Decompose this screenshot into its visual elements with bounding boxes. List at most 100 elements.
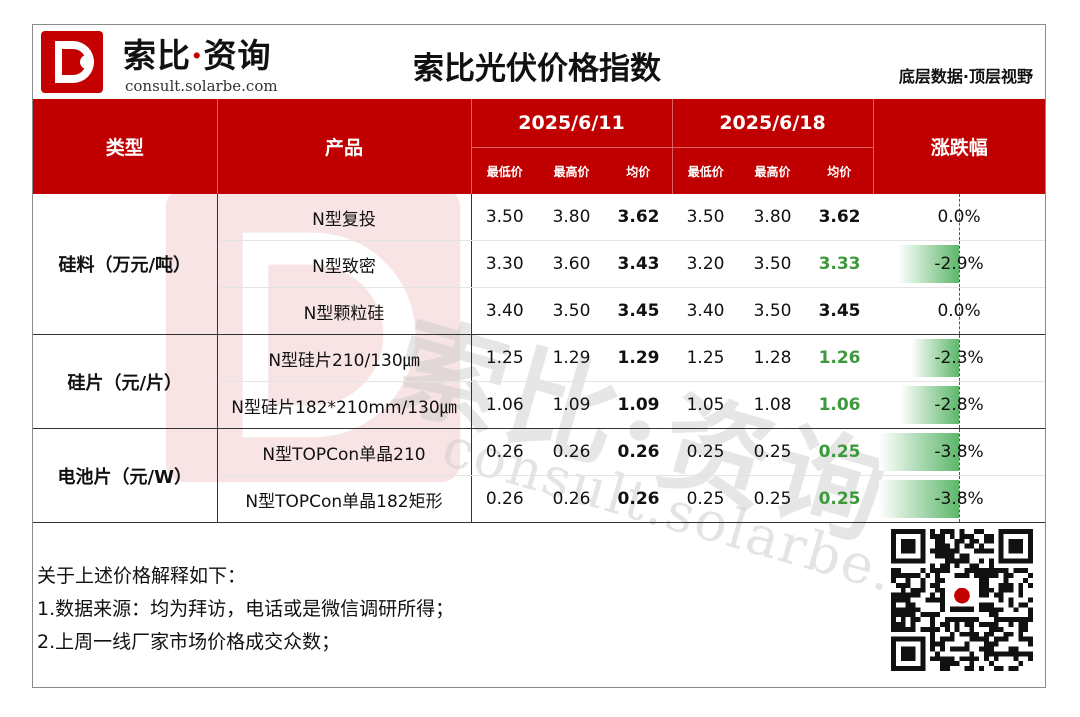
qr-module <box>998 651 1004 657</box>
qr-module <box>1023 636 1029 642</box>
qr-module <box>988 548 994 554</box>
price-avg-1: 1.29 <box>605 334 673 382</box>
qr-module <box>895 612 901 618</box>
qr-module <box>900 607 906 613</box>
price-max-1: 1.29 <box>538 334 605 382</box>
qr-module <box>935 577 940 583</box>
price-avg-1: 0.26 <box>605 475 673 523</box>
qr-module <box>925 597 931 603</box>
qr-module <box>915 587 921 593</box>
qr-module <box>954 543 960 549</box>
qr-module <box>993 656 999 662</box>
qr-module <box>954 558 960 564</box>
qr-module <box>1008 587 1014 593</box>
qr-module <box>1003 631 1009 637</box>
table-row: N型致密 3.30 3.60 3.43 3.20 3.50 3.33 -2.9% <box>33 240 1045 288</box>
qr-module <box>979 622 985 627</box>
qr-module <box>979 529 985 534</box>
qr-module <box>954 617 960 623</box>
qr-module <box>1028 607 1033 613</box>
qr-module <box>1003 587 1009 593</box>
qr-module <box>954 563 960 569</box>
qr-module <box>974 538 980 544</box>
qr-module <box>949 661 955 667</box>
qr-module <box>925 612 931 618</box>
qr-module <box>939 607 945 613</box>
qr-module <box>974 636 980 642</box>
qr-module <box>984 607 989 613</box>
qr-module <box>1008 631 1014 637</box>
qr-module <box>905 573 911 578</box>
qr-module <box>974 617 980 623</box>
table-row: N型TOPCon单晶182矩形 0.26 0.26 0.26 0.25 0.25… <box>33 475 1045 523</box>
qr-module <box>920 577 926 583</box>
subheader-avg-1: 均价 <box>605 147 673 194</box>
qr-module <box>993 568 999 574</box>
qr-module <box>993 607 999 613</box>
qr-module <box>993 626 999 632</box>
qr-module <box>935 651 940 657</box>
qr-module <box>935 553 940 559</box>
qr-module <box>998 636 1004 642</box>
qr-module <box>1028 656 1033 662</box>
qr-module <box>1018 602 1024 608</box>
change-cell: -2.9% <box>873 240 1045 288</box>
qr-module <box>969 622 975 627</box>
qr-module <box>944 553 950 559</box>
qr-module <box>998 666 1004 671</box>
qr-module <box>974 631 980 637</box>
price-avg-1: 1.09 <box>605 381 673 429</box>
qr-module <box>984 656 989 662</box>
price-avg-2: 0.25 <box>806 428 874 476</box>
qr-module <box>954 573 960 578</box>
qr-module <box>984 646 989 652</box>
qr-module <box>993 636 999 642</box>
price-max-2: 1.28 <box>739 334 807 382</box>
change-axis <box>959 241 961 287</box>
qr-module <box>959 538 965 544</box>
price-avg-2: 0.25 <box>806 475 874 523</box>
qr-module <box>964 568 970 574</box>
change-axis <box>959 476 961 522</box>
qr-module <box>930 529 936 534</box>
qr-module <box>910 602 916 608</box>
qr-module <box>949 548 955 554</box>
qr-module <box>1008 617 1014 623</box>
price-max-1: 0.26 <box>538 428 605 476</box>
qr-module <box>891 612 896 618</box>
qr-module <box>925 626 931 632</box>
qr-module <box>998 592 1004 598</box>
qr-module <box>891 568 896 574</box>
qr-module <box>979 548 985 554</box>
qr-module <box>949 646 955 652</box>
qr-module <box>915 607 921 613</box>
qr-module <box>910 592 916 598</box>
price-avg-2: 3.62 <box>806 194 874 241</box>
qr-module <box>984 577 989 583</box>
qr-module <box>1023 622 1029 627</box>
slogan: 底层数据·顶层视野 <box>898 67 1033 86</box>
qr-module <box>988 622 994 627</box>
qr-module <box>959 553 965 559</box>
qr-module <box>920 582 926 588</box>
qr-module <box>954 538 960 544</box>
qr-module <box>900 626 906 632</box>
qr-module <box>998 626 1004 632</box>
qr-module <box>891 602 896 608</box>
qr-module <box>988 661 994 667</box>
qr-module <box>900 582 906 588</box>
qr-module <box>944 656 950 662</box>
qr-module <box>979 543 985 549</box>
qr-module <box>939 538 945 544</box>
qr-module <box>1013 646 1019 652</box>
qr-module <box>969 656 975 662</box>
change-axis <box>959 194 961 240</box>
price-min-2: 0.25 <box>672 428 740 476</box>
product-name: N型颗粒硅 <box>217 287 472 335</box>
qr-module <box>930 617 936 623</box>
qr-module <box>1023 651 1029 657</box>
change-bar <box>879 433 960 471</box>
qr-module <box>969 636 975 642</box>
qr-module <box>935 587 940 593</box>
qr-module <box>900 592 906 598</box>
